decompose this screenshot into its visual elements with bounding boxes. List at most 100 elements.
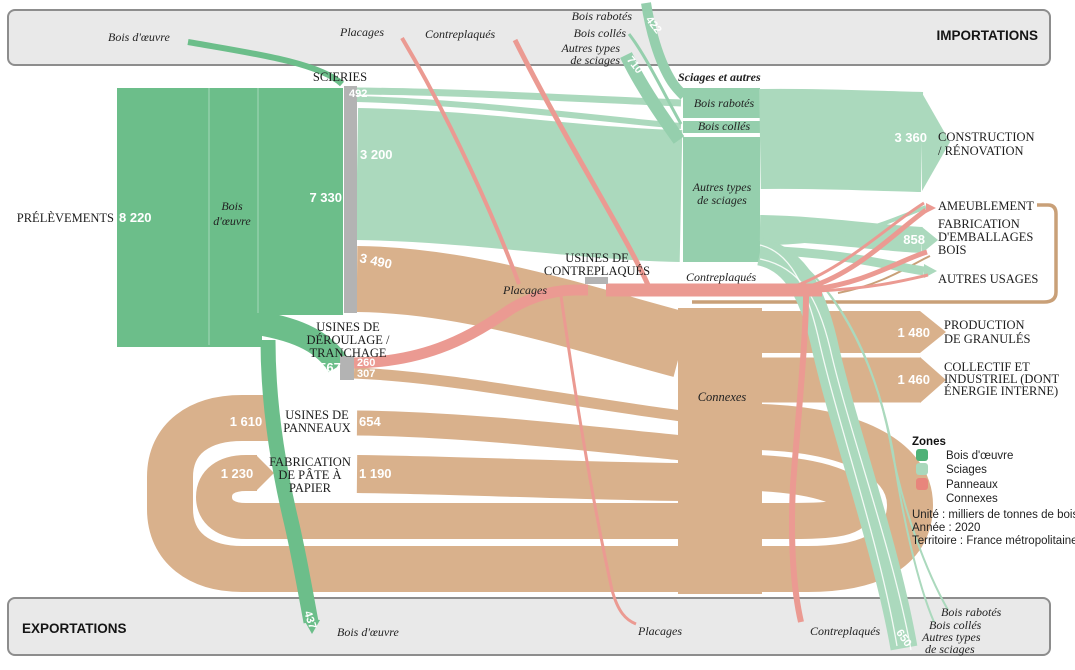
value-492: 492 <box>349 88 367 100</box>
label-export-bois-colles: Bois collés <box>929 618 982 632</box>
title-importations: IMPORTATIONS <box>937 28 1039 43</box>
arrow-construction-icon <box>922 93 950 191</box>
legend-swatch-bois-oeuvre <box>916 449 928 461</box>
label-node-autres-types-2: de sciages <box>697 193 747 207</box>
legend-label-bois-oeuvre: Bois d'œuvre <box>946 450 1013 462</box>
arrow-ameublement-icon <box>926 203 936 213</box>
label-collectif-1: COLLECTIF ET <box>944 360 1030 374</box>
flow-scieries-492b <box>356 96 682 129</box>
value-567: 567 <box>319 360 341 375</box>
label-export-autres-types-2: de sciages <box>925 642 975 656</box>
label-import-bois-rabotes: Bois rabotés <box>572 9 633 23</box>
label-construction-1: CONSTRUCTION <box>938 130 1035 144</box>
legend-title: Zones <box>912 436 946 448</box>
label-pate-1: FABRICATION <box>269 455 351 469</box>
value-437: 437 <box>301 609 318 630</box>
arrow-1230-icon <box>257 456 274 490</box>
label-sciages-et-autres: Sciages et autres <box>678 70 761 84</box>
label-panneaux-2: PANNEAUX <box>283 421 351 435</box>
label-node-bois-rabotes: Bois rabotés <box>694 96 755 110</box>
value-3490: 3 490 <box>358 250 393 271</box>
label-emballages-1: FABRICATION <box>938 217 1020 231</box>
divider-prelevements <box>208 88 259 345</box>
label-ameublement: AMEUBLEMENT <box>938 199 1034 213</box>
label-import-bois-oeuvre: Bois d'œuvre <box>108 30 170 44</box>
flow-export-bois-colles-thin <box>760 235 935 623</box>
label-scieries: SCIERIES <box>313 70 367 84</box>
label-deroulage-2: DÉROULAGE / <box>307 333 391 347</box>
node-scieries <box>344 86 357 313</box>
arrow-granules-icon <box>920 311 946 353</box>
label-export-bois-oeuvre: Bois d'œuvre <box>337 625 399 639</box>
label-import-autres-types-1: Autres types <box>560 41 620 55</box>
node-bois-rabotes <box>683 88 760 118</box>
flow-import-bois-rabotes-422 <box>641 2 688 100</box>
node-prelevements-lower <box>117 310 262 347</box>
flow-contreplaques-to-ameublement <box>809 207 928 290</box>
value-1230: 1 230 <box>221 466 254 481</box>
label-deroulage-1: USINES DE <box>316 320 380 334</box>
flow-contreplaques-to-emballages <box>813 249 928 292</box>
label-import-bois-colles: Bois collés <box>574 26 627 40</box>
value-3360: 3 360 <box>894 130 927 145</box>
label-collectif-2: INDUSTRIEL (DONT <box>944 372 1060 386</box>
legend-note-unit: Unité : milliers de tonnes de bois sec <box>912 509 1075 521</box>
flow-import-bois-colles <box>627 33 683 125</box>
legend-label-sciages: Sciages <box>946 464 987 476</box>
flow-contreplaques-to-ameublement-thin <box>797 201 925 287</box>
label-prelevements: PRÉLÈVEMENTS <box>17 211 114 225</box>
flow-connexes-loop-to-panneaux <box>147 395 934 592</box>
value-858: 858 <box>903 232 925 247</box>
legend-swatch-panneaux <box>916 478 928 490</box>
title-exportations: EXPORTATIONS <box>22 621 127 636</box>
flow-import-contreplaques <box>512 38 651 287</box>
flow-sciages-to-construction-3360 <box>759 88 924 192</box>
node-prelevements <box>117 88 343 315</box>
flow-prelevements-to-deroulage-567 <box>255 311 350 373</box>
node-usines-contreplaques <box>585 277 608 284</box>
flow-usages-return-bracket <box>692 203 1058 304</box>
flow-export-contreplaques <box>789 295 809 623</box>
label-emballages-3: BOIS <box>938 243 967 257</box>
value-7330: 7 330 <box>309 190 342 205</box>
legend-swatch-sciages <box>916 463 928 475</box>
flow-import-autres-types-710 <box>620 52 685 144</box>
value-1610: 1 610 <box>230 414 263 429</box>
label-pate-3: PAPIER <box>289 481 332 495</box>
flow-contreplaques-to-autres-usages <box>817 273 929 293</box>
flow-export-bois-oeuvre-437 <box>260 339 319 624</box>
value-8220: 8 220 <box>119 210 152 225</box>
value-1190: 1 190 <box>359 466 392 481</box>
value-260: 260 <box>357 357 375 369</box>
flow-scieries-492a <box>356 87 682 107</box>
value-307: 307 <box>357 368 375 380</box>
flow-deroulage-to-connexes-307 <box>353 367 683 422</box>
label-deroulage-3: TRANCHAGE <box>309 346 386 360</box>
legend-note-year: Année : 2020 <box>912 522 980 534</box>
label-collectif-3: ÉNERGIE INTERNE) <box>944 384 1058 398</box>
exportations-box <box>7 597 1051 656</box>
flow-pate-to-connexes-1190 <box>356 455 683 501</box>
value-1480: 1 480 <box>897 325 930 340</box>
arrow-export-bois-oeuvre-icon <box>303 618 320 634</box>
flow-sciages-to-ameublement-thin <box>759 205 927 246</box>
flow-panneaux-to-connexes-654 <box>356 410 684 461</box>
label-contreplaques-usines-2: CONTREPLAQUÉS <box>544 264 650 278</box>
label-node-bois-colles: Bois collés <box>698 119 751 133</box>
node-bois-colles <box>683 121 760 133</box>
legend: Zones Bois d'œuvre Sciages Panneaux Conn… <box>912 436 1075 547</box>
arrow-collectif-icon <box>920 357 946 403</box>
legend-label-connexes: Connexes <box>946 493 998 505</box>
legend-swatch-connexes <box>916 492 928 504</box>
label-panneaux-1: USINES DE <box>285 408 349 422</box>
flow-placages-260 <box>353 284 588 369</box>
flow-import-bois-oeuvre <box>187 39 345 87</box>
divider-export-650-b <box>759 258 912 651</box>
flow-export-placages <box>559 295 637 626</box>
label-import-contreplaques: Contreplaqués <box>425 27 496 41</box>
label-contreplaques-flow: Contreplaqués <box>686 270 757 284</box>
node-autres-types-sciages <box>683 137 760 262</box>
label-import-autres-types-2: de sciages <box>570 53 620 67</box>
